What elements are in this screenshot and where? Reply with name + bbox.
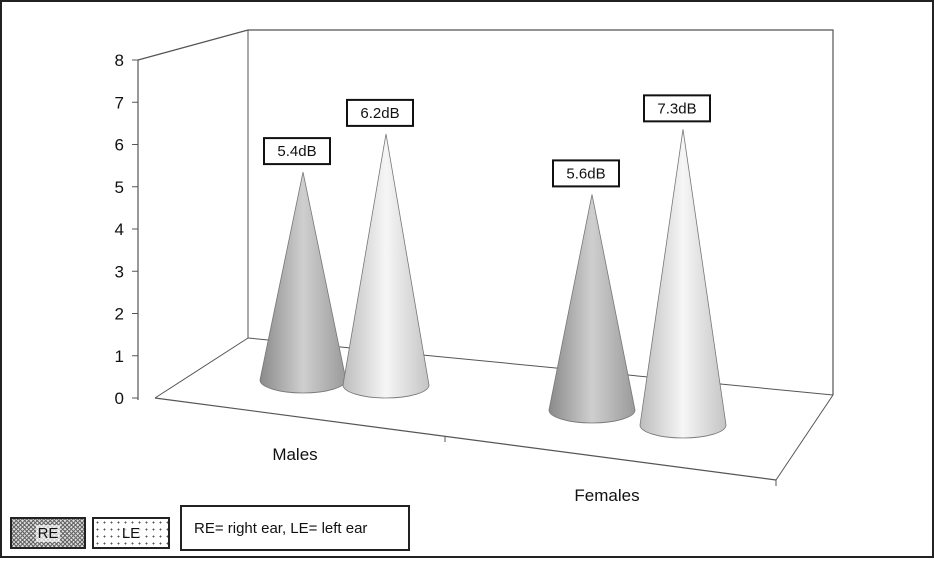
- data-label: 7.3dB: [657, 100, 696, 117]
- data-label: 6.2dB: [360, 105, 399, 122]
- legend-item-re: RE: [10, 517, 86, 549]
- side-wall-top: [137, 29, 249, 61]
- legend-label-re: RE: [35, 524, 61, 542]
- cone-males-re: 5.4dB: [259, 137, 347, 394]
- y-tick-label: 2: [115, 305, 124, 324]
- floor-left-edge: [154, 337, 249, 399]
- legend-note: RE= right ear, LE= left ear: [180, 505, 410, 551]
- x-category-label: Females: [574, 486, 639, 505]
- legend-item-le: LE: [92, 517, 170, 549]
- cone-females-re: 5.6dB: [548, 159, 636, 424]
- y-tick-label: 7: [115, 93, 124, 112]
- y-tick-label: 3: [115, 262, 124, 281]
- y-axis-ticks: 0 1 2 3 4 5 6 7 8: [115, 51, 138, 408]
- floor-back-edge: [247, 337, 834, 396]
- legend-label-le: LE: [119, 524, 143, 542]
- cone-males-le: 6.2dB: [342, 98, 430, 399]
- x-category-label: Males: [272, 445, 317, 464]
- data-label: 5.6dB: [566, 165, 605, 182]
- floor-right-edge: [775, 394, 834, 481]
- y-tick-label: 0: [115, 389, 124, 408]
- back-wall-edge: [248, 29, 834, 395]
- x-axis-labels: Males Females: [272, 445, 639, 505]
- x-axis-line: [154, 397, 777, 481]
- cone-mark: [548, 194, 636, 424]
- y-tick-label: 1: [115, 347, 124, 366]
- data-label: 5.4dB: [277, 143, 316, 160]
- y-tick-label: 6: [115, 136, 124, 155]
- chart-walls: [137, 29, 834, 486]
- cone-females-le: 7.3dB: [639, 94, 727, 439]
- data-label-box: [263, 137, 331, 166]
- y-tick-label: 4: [115, 220, 124, 239]
- cone-mark: [342, 133, 430, 399]
- data-label-box: [552, 159, 620, 188]
- data-label-box: [346, 98, 414, 127]
- y-tick-label: 5: [115, 178, 124, 197]
- y-tick-label: 8: [115, 51, 124, 70]
- data-label-box: [643, 94, 711, 123]
- cone-marks: 5.4dB 6.2dB 5.6dB 7.3dB: [259, 94, 727, 439]
- cone-mark: [259, 172, 347, 394]
- cone-mark: [639, 129, 727, 439]
